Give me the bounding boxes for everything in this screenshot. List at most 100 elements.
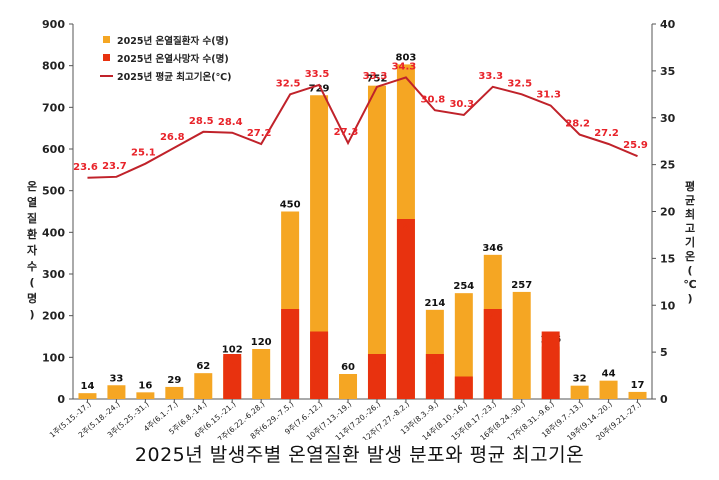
left-tick-label: 200	[42, 310, 65, 323]
left-axis-label-char: 온	[27, 180, 37, 193]
legend-swatch	[103, 36, 110, 43]
temp-value-label: 27.2	[247, 128, 272, 139]
patient-bar	[512, 291, 531, 399]
right-axis-label-char: (	[687, 264, 692, 277]
left-tick-label: 700	[42, 101, 65, 114]
patient-bar	[252, 349, 271, 399]
patient-bar	[339, 374, 358, 399]
left-tick-label: 100	[42, 351, 65, 364]
patient-bar	[454, 293, 473, 399]
left-axis-label-char: 수	[27, 260, 37, 273]
temp-value-label: 30.3	[449, 99, 474, 110]
right-axis-label-char: 최	[685, 207, 695, 221]
death-value-label: 2	[229, 358, 235, 368]
patient-value-label: 60	[341, 362, 355, 373]
left-tick-label: 0	[57, 393, 65, 406]
patient-value-label: 214	[424, 298, 445, 309]
chart-caption: 2025년 발생주별 온열질환 발생 분포와 평균 최고기온	[134, 444, 585, 466]
temp-value-label: 33.3	[363, 71, 388, 82]
temp-value-label: 32.5	[507, 78, 532, 89]
patient-value-label: 254	[453, 281, 474, 292]
patient-value-label: 257	[511, 280, 532, 291]
patient-value-label: 346	[482, 243, 503, 254]
patient-bar	[194, 373, 213, 399]
death-bar	[310, 331, 329, 399]
right-axis-label-char: 고	[685, 222, 695, 235]
legend-label: 2025년 평균 최고기온(℃)	[117, 71, 231, 83]
patient-bar	[107, 385, 126, 399]
patient-value-label: 752	[367, 74, 388, 85]
left-tick-label: 400	[42, 226, 65, 239]
death-value-label: 3	[316, 336, 322, 346]
temp-value-label: 30.8	[421, 94, 446, 105]
temp-value-label: 23.6	[73, 162, 98, 173]
left-tick-label: 800	[42, 60, 65, 73]
temp-value-label: 25.1	[131, 148, 156, 159]
temp-value-label: 27.3	[334, 127, 359, 138]
right-axis-label-char: 온	[685, 250, 695, 263]
left-tick-label: 600	[42, 143, 65, 156]
temp-value-label: 26.8	[160, 132, 185, 143]
right-tick-label: 15	[660, 252, 675, 265]
patient-bar	[367, 85, 386, 400]
right-tick-label: 35	[660, 65, 675, 78]
left-tick-label: 300	[42, 268, 65, 281]
right-axis-label-char: ℃	[683, 278, 696, 291]
patient-value-label: 16	[138, 380, 152, 391]
death-bar	[367, 354, 386, 399]
patient-bar	[599, 380, 618, 399]
temp-line	[87, 76, 638, 179]
temp-value-label: 23.7	[102, 161, 127, 172]
temp-value-label: 32.5	[276, 78, 301, 89]
left-axis-label-char: 열	[27, 196, 37, 209]
patient-value-label: 33	[109, 373, 123, 384]
patient-value-label: 62	[196, 361, 210, 372]
death-value-label: 8	[403, 223, 409, 233]
left-tick-label: 900	[42, 18, 65, 31]
patient-value-label: 29	[167, 375, 181, 386]
patient-value-label: 17	[631, 380, 645, 391]
right-tick-label: 10	[660, 299, 676, 312]
temp-value-label: 28.2	[565, 119, 590, 130]
patient-value-label: 14	[81, 381, 95, 392]
left-axis-label-char: )	[29, 308, 34, 321]
left-axis-label-char: 환	[27, 227, 37, 241]
temp-value-label: 34.3	[392, 61, 417, 72]
left-axis-label-char: (	[29, 276, 34, 289]
death-bar	[223, 354, 242, 399]
death-bar	[281, 309, 300, 399]
right-axis-label-char: 기	[685, 235, 695, 249]
patient-bar	[136, 392, 155, 399]
death-bar	[454, 376, 473, 399]
right-tick-label: 20	[660, 206, 676, 219]
death-value-label: 2	[432, 358, 438, 368]
right-axis-label-char: 균	[685, 194, 695, 207]
patient-bar	[628, 391, 647, 399]
chart-svg: 0 100 200 300 400 500 600 700 800 900 0 5 10 15 20 25 30…	[27, 18, 697, 440]
temp-value-label: 33.5	[305, 69, 330, 80]
right-tick-label: 30	[660, 112, 676, 125]
patient-bar	[570, 385, 589, 399]
left-axis-label-char: 자	[27, 243, 38, 257]
right-axis-label-char: )	[687, 292, 692, 305]
patient-value-label: 729	[309, 83, 330, 94]
death-bar	[425, 354, 444, 399]
temp-value-label: 28.5	[189, 116, 214, 127]
death-value-label: 4	[287, 313, 293, 323]
patient-value-label: 450	[280, 200, 301, 211]
right-tick-label: 5	[660, 346, 668, 359]
patient-value-label: 44	[602, 369, 616, 380]
death-value-label: 4	[490, 313, 496, 323]
left-axis-label-char: 질	[27, 212, 37, 225]
right-axis-label-char: 평	[685, 179, 695, 193]
death-value-label: 1	[461, 381, 467, 391]
legend-swatch	[103, 54, 110, 61]
death-bar	[483, 309, 502, 399]
death-value-label: 2	[374, 358, 380, 368]
death-bar	[396, 219, 415, 399]
temp-value-label: 31.3	[536, 90, 561, 101]
legend-label: 2025년 온열사망자 수(명)	[117, 53, 229, 65]
left-tick-label: 500	[42, 185, 65, 198]
temp-value-label: 28.4	[218, 117, 243, 128]
